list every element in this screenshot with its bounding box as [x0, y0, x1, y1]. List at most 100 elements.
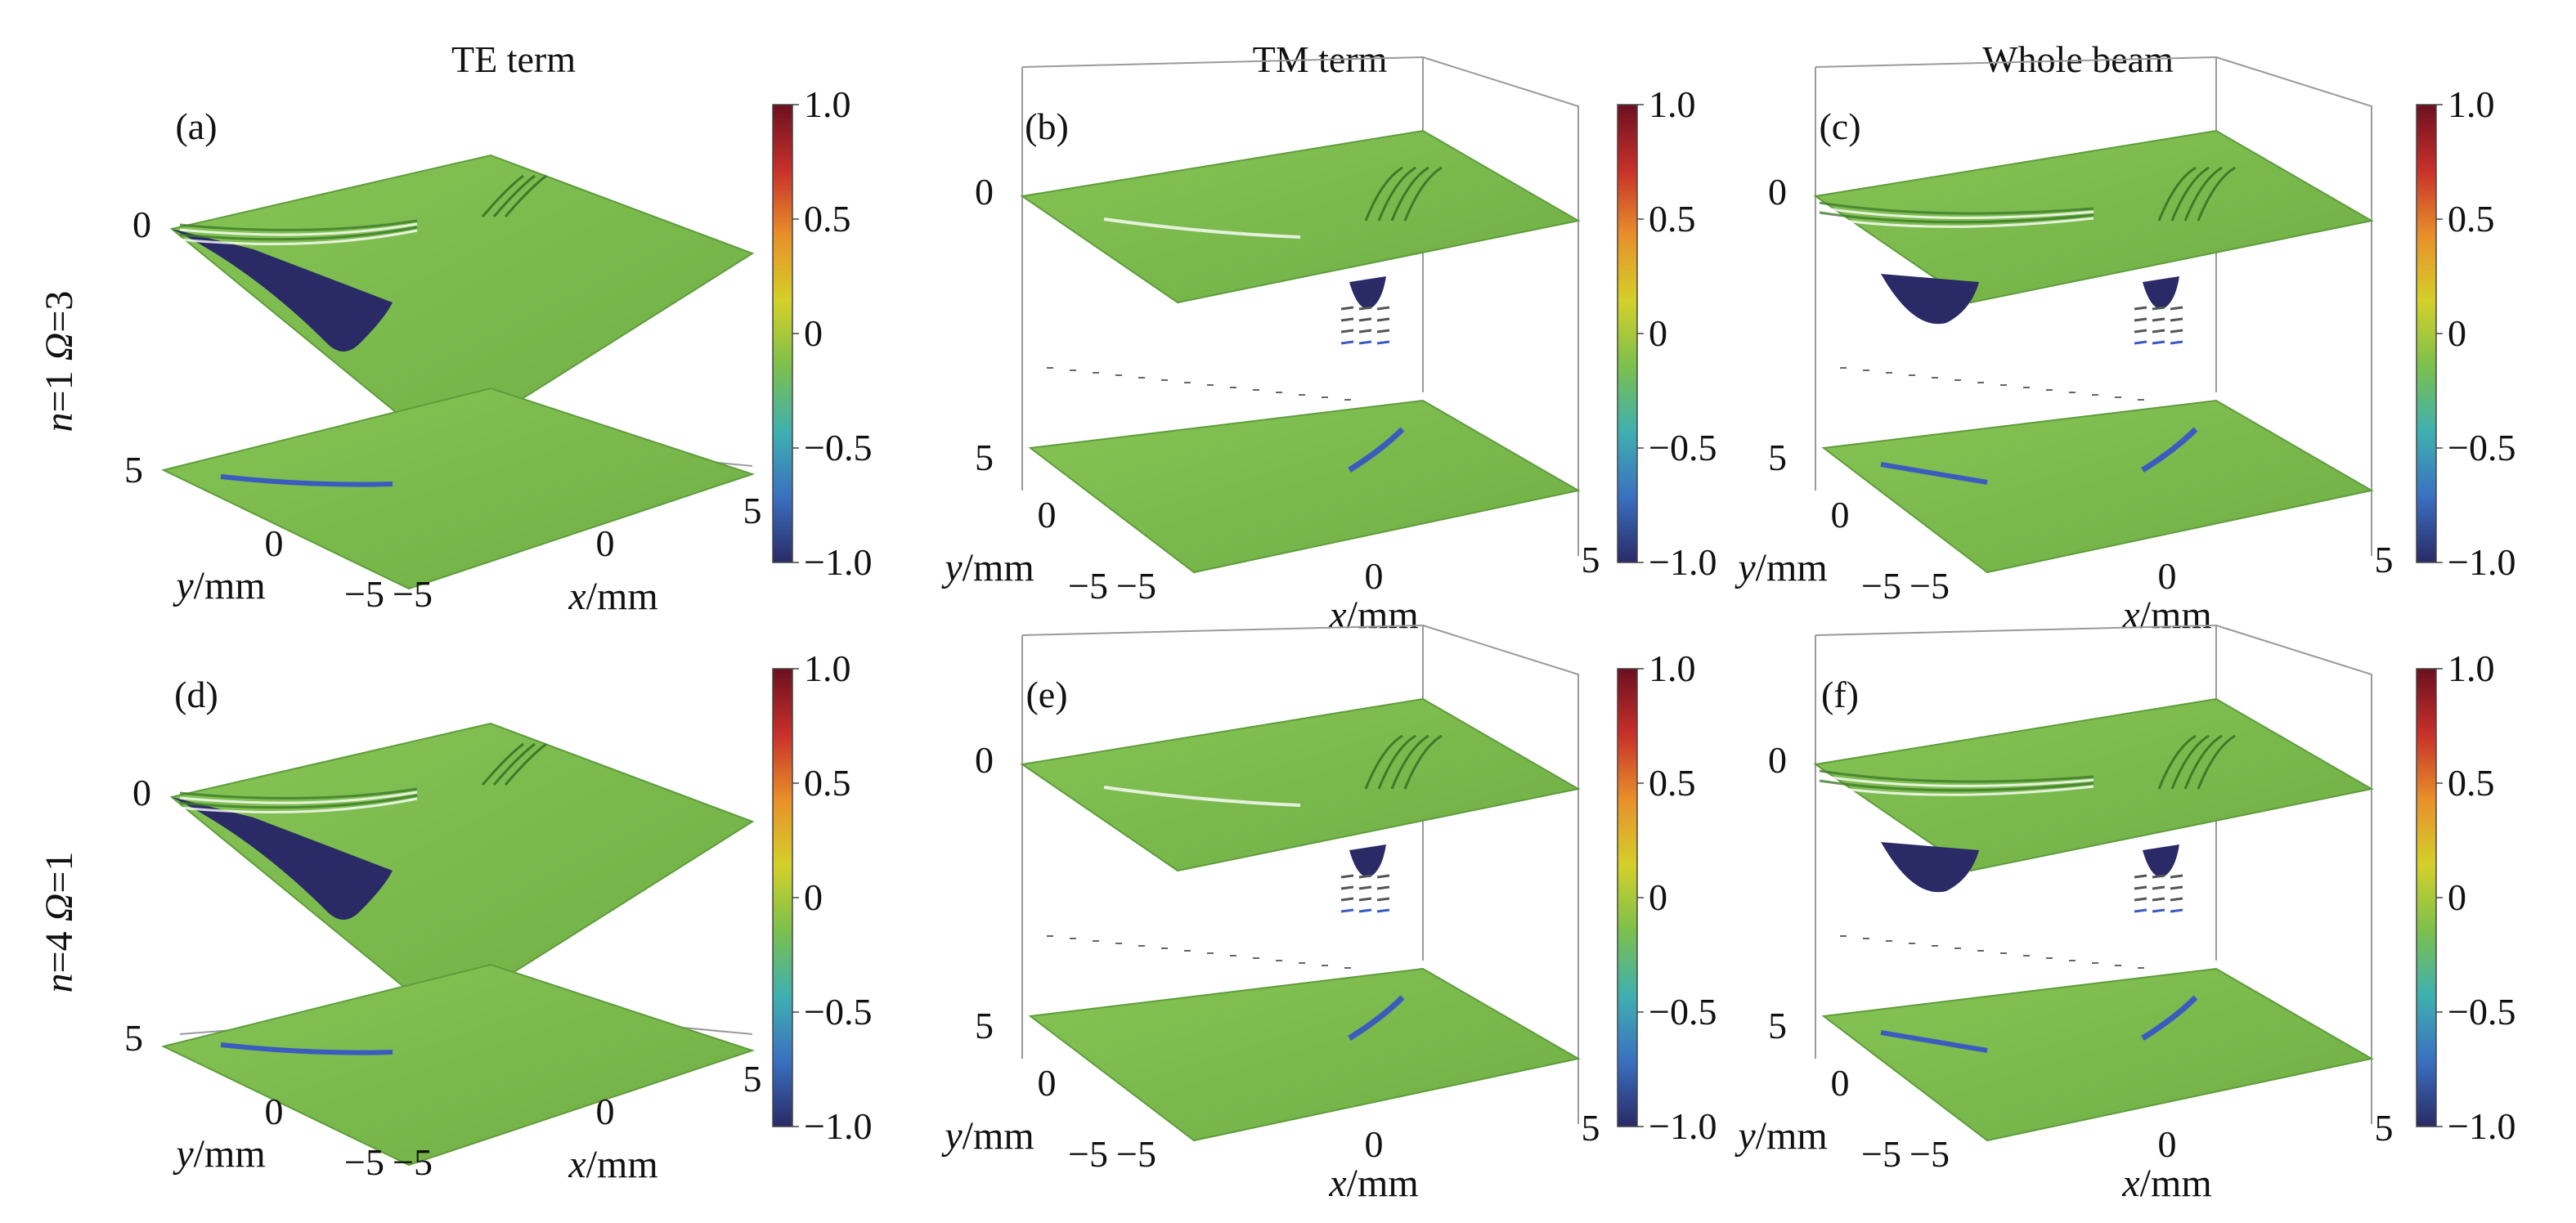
contour-dash [2170, 885, 2183, 890]
streak-bottom [220, 474, 393, 487]
surface-bottom-plane [161, 963, 756, 1167]
column-title-te: TE term [451, 38, 576, 80]
contour-dash [1340, 874, 1354, 879]
z-tick-0: 0 [1768, 739, 1787, 781]
y-tick-neg5: −5 [1861, 1133, 1901, 1175]
panel-a: 0 5 0 −5 −5 0 5 y/mm x/mm (a) 1.0 0.5 0 −0.5 −1.0 [124, 83, 872, 618]
surface-ridge [1377, 734, 1416, 790]
contour-dash [2170, 340, 2183, 345]
surface-ridge [2157, 166, 2197, 222]
colorbar-tick-label: −1.0 [1649, 1105, 1717, 1147]
contour-dash [1376, 897, 1390, 902]
box-edge-right [2215, 625, 2372, 1124]
contour-dash [2152, 340, 2165, 345]
contour-dash [1376, 340, 1390, 345]
x-tick-neg5: −5 [393, 1141, 433, 1183]
x-tick-0: 0 [1365, 1123, 1384, 1165]
contour-dash [1376, 317, 1390, 322]
contour-dash [2170, 897, 2183, 902]
contour-dash [2152, 885, 2165, 890]
colorbar-tick-label: −1.0 [2448, 541, 2515, 583]
colorbar-bar [772, 104, 793, 563]
surface-dip-large [1881, 274, 1979, 325]
colorbar-bar [2416, 668, 2437, 1127]
surface-ridge [2197, 166, 2236, 222]
x-axis-label: x/mm [1328, 1162, 1418, 1205]
colorbar-bar [1617, 104, 1638, 563]
colorbar-tick-label: 0 [2448, 876, 2466, 918]
colorbar-tick-label: −1.0 [804, 541, 872, 583]
colorbar-tick-label: −0.5 [1649, 991, 1717, 1033]
streak-bottom-left [1880, 1030, 1988, 1053]
contour-dash [2152, 317, 2165, 322]
y-axis-label: y/mm [940, 546, 1034, 589]
row-label-2-n-value: =4 [38, 921, 81, 973]
surface-dip-small [1349, 276, 1386, 310]
contour-dash [1358, 317, 1372, 322]
surface-bottom-plane [1821, 399, 2374, 574]
streak-bottom [220, 1042, 393, 1055]
surface-ridge [1377, 166, 1416, 222]
surface-ridge [179, 222, 418, 236]
streak-bottom-left [1880, 462, 1988, 485]
surface-ridge [1819, 216, 2094, 228]
z-tick-5: 5 [975, 437, 994, 478]
colorbar-tick-label: 0 [2448, 312, 2466, 354]
surface-dip-small [1349, 844, 1386, 878]
colorbar-tick-label: 1.0 [2448, 647, 2495, 689]
colorbar-tick-label: −1.0 [1649, 541, 1717, 583]
y-tick-neg5: −5 [1861, 565, 1901, 607]
surface-ridge [1819, 784, 2094, 796]
y-axis-label: y/mm [940, 1114, 1034, 1158]
surface-ridge [2183, 166, 2223, 222]
contour-dash [1376, 885, 1390, 890]
panel-label: (d) [174, 674, 218, 715]
contour-dash [2170, 329, 2183, 334]
z-tick-5: 5 [1768, 437, 1787, 478]
x-tick-0: 0 [2158, 555, 2177, 597]
box-edge-right [2215, 56, 2372, 556]
x-tick-neg5: −5 [1116, 1133, 1156, 1175]
surface-ridge [1819, 769, 2094, 783]
surface-dip [172, 229, 393, 352]
y-tick-0: 0 [1038, 1062, 1057, 1104]
colorbar-tick-label: 0.5 [804, 198, 851, 240]
surface-dip-small [2143, 844, 2179, 878]
contour-dash [2170, 306, 2183, 311]
contour-dash [2152, 329, 2165, 334]
x-tick-5: 5 [2375, 1107, 2394, 1149]
surface-ridge [1403, 734, 1443, 790]
surface-ridge [2170, 734, 2210, 790]
contour-dash [2134, 908, 2147, 913]
x-tick-5: 5 [743, 490, 762, 531]
contour-dash [2134, 340, 2147, 345]
colorbar-tick-label: −1.0 [804, 1105, 872, 1147]
surface-ridge [1390, 734, 1429, 790]
panel-label: (b) [1025, 105, 1069, 147]
surface-ridge [2183, 734, 2223, 790]
surface-ridge [1103, 786, 1301, 807]
contour-dash [1358, 874, 1372, 879]
surface-dip-large [1881, 842, 1979, 893]
y-tick-0: 0 [1831, 1062, 1850, 1104]
x-tick-neg5: −5 [393, 573, 433, 615]
surface-ridge [1819, 206, 2094, 219]
x-tick-0: 0 [596, 1091, 615, 1132]
contour-dash [2152, 874, 2165, 879]
panel-f: 0 5 0 −5 −5 0 5 y/mm x/mm (f) 1.0 0.5 0 −0.5 −1.0 [1734, 624, 2515, 1205]
colorbar-tick-label: −0.5 [2448, 427, 2515, 468]
colorbar-tick-label: 0 [804, 876, 823, 918]
contour-dash [1376, 306, 1390, 311]
contour-dash [1358, 306, 1372, 311]
surface-top-plane [1020, 129, 1581, 304]
x-axis-label: x/mm [2121, 594, 2211, 637]
contour-dash [1358, 897, 1372, 902]
contour-dash [2170, 908, 2183, 913]
surface-top-plane [1813, 697, 2374, 872]
surface-ridge [179, 226, 418, 241]
row-label-1-omega-value: =3 [38, 291, 81, 333]
colorbar-tick-label: 0 [1649, 312, 1667, 354]
streak-bottom [1348, 995, 1405, 1041]
contour-dash [1358, 329, 1372, 334]
z-tick-5: 5 [124, 1017, 143, 1059]
